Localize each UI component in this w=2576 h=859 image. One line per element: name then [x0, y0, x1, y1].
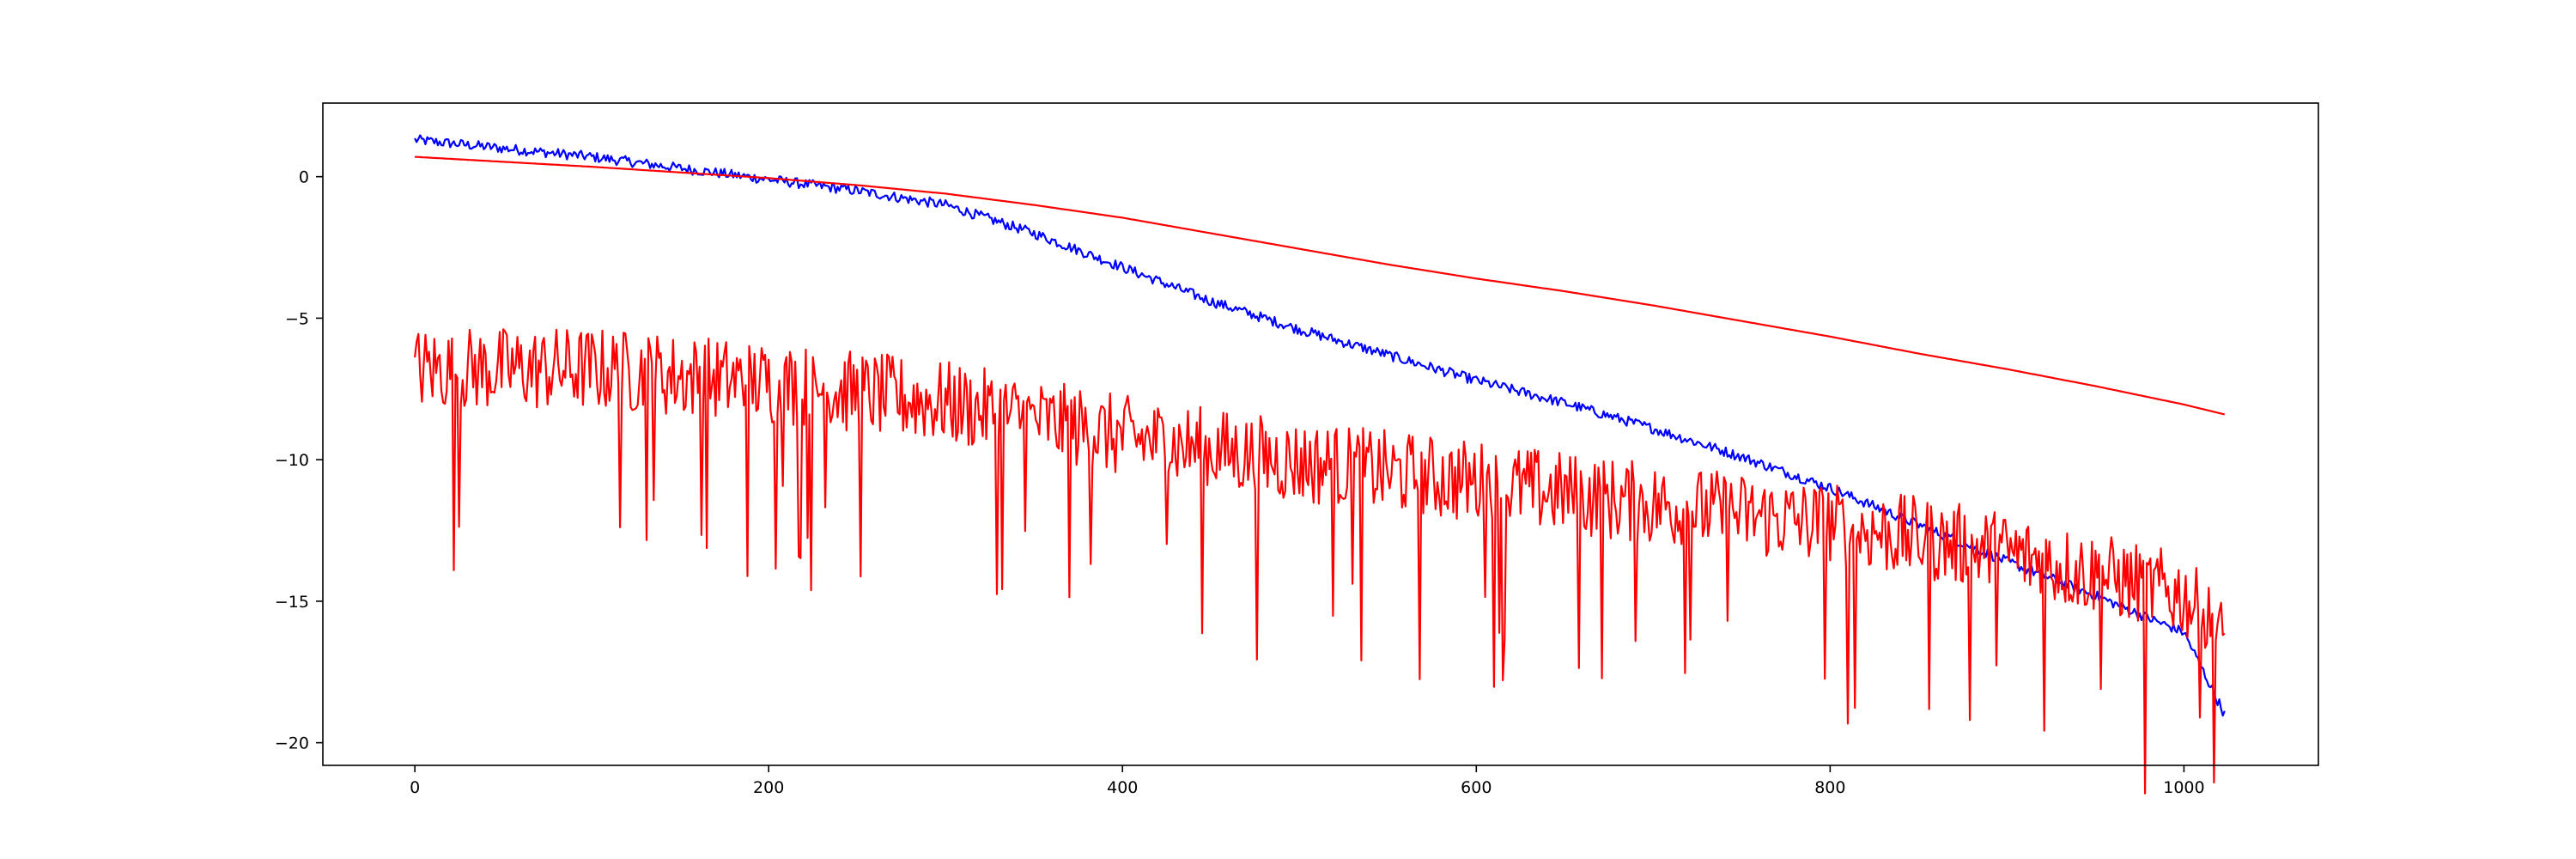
- x-tick-label: 400: [1107, 778, 1138, 797]
- y-tick-label: −15: [275, 593, 309, 612]
- y-tick-label: −20: [275, 734, 309, 753]
- x-tick-label: 800: [1814, 778, 1845, 797]
- y-tick-label: −10: [275, 451, 309, 470]
- y-tick-label: 0: [299, 168, 309, 187]
- series-layer: [414, 134, 2226, 795]
- series-line-2: [415, 155, 2226, 416]
- plot-frame: [322, 102, 2319, 766]
- x-tick-label: 200: [753, 778, 784, 797]
- x-tick-label: 0: [410, 778, 420, 797]
- axis-layer: 0 200 400 600 800 1000 0 −5 −10 −15 −20: [275, 168, 2205, 797]
- x-tick-label: 600: [1461, 778, 1492, 797]
- y-tick-label: −5: [285, 309, 309, 328]
- series-line-3: [414, 328, 2226, 795]
- series-line-1: [414, 134, 2226, 717]
- x-tick-label: 1000: [2163, 778, 2204, 797]
